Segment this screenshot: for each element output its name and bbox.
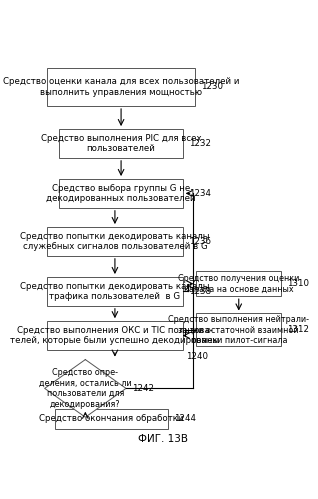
Polygon shape	[45, 360, 126, 417]
Text: 1242: 1242	[132, 384, 154, 393]
Text: Средство попытки декодировать каналы
служебных сигналов пользователей в G: Средство попытки декодировать каналы слу…	[20, 232, 210, 251]
Text: ФИГ. 13В: ФИГ. 13В	[138, 435, 188, 445]
Text: 1238: 1238	[189, 287, 211, 296]
Text: 1236: 1236	[189, 237, 211, 246]
Text: 1244: 1244	[174, 414, 196, 423]
Text: Средство выполнения ОКС и ТІС пользова-
телей, которые были успешно декодированы: Средство выполнения ОКС и ТІС пользова- …	[10, 326, 219, 345]
Text: Средство выбора группы G не
декодированных пользователей: Средство выбора группы G не декодированн…	[46, 184, 196, 203]
Text: Средство попытки декодировать каналы
трафика пользователей  в G: Средство попытки декодировать каналы тра…	[20, 281, 210, 301]
FancyBboxPatch shape	[196, 313, 281, 346]
Text: 1240: 1240	[186, 352, 208, 361]
Text: 1310: 1310	[287, 279, 309, 288]
Text: 1234: 1234	[189, 189, 211, 198]
FancyBboxPatch shape	[47, 277, 183, 306]
Text: 1230: 1230	[201, 82, 223, 91]
Text: Средство оценки канала для всех пользователей и
выполнить управления мощностью: Средство оценки канала для всех пользова…	[3, 77, 239, 97]
FancyBboxPatch shape	[59, 179, 183, 208]
Text: 1232: 1232	[189, 139, 211, 148]
FancyBboxPatch shape	[47, 321, 183, 350]
Text: 1312: 1312	[287, 325, 309, 334]
FancyBboxPatch shape	[47, 67, 195, 106]
Text: Средство окончания обработки: Средство окончания обработки	[39, 414, 183, 423]
Text: Средство выполнения нейтрали-
зации остаточной взаимной
помехи пилот-сигнала: Средство выполнения нейтрали- зации оста…	[168, 314, 309, 345]
Text: Средство опре-
деления, остались ли
пользователи для
декодирования?: Средство опре- деления, остались ли поль…	[39, 368, 132, 409]
FancyBboxPatch shape	[55, 409, 168, 429]
Text: Средство выполнения PIC для всех
пользователей: Средство выполнения PIC для всех пользов…	[41, 134, 201, 153]
FancyBboxPatch shape	[59, 129, 183, 158]
FancyBboxPatch shape	[196, 271, 281, 296]
Text: Средство получения оценки
канала на основе данных: Средство получения оценки канала на осно…	[178, 274, 300, 293]
FancyBboxPatch shape	[47, 227, 183, 256]
